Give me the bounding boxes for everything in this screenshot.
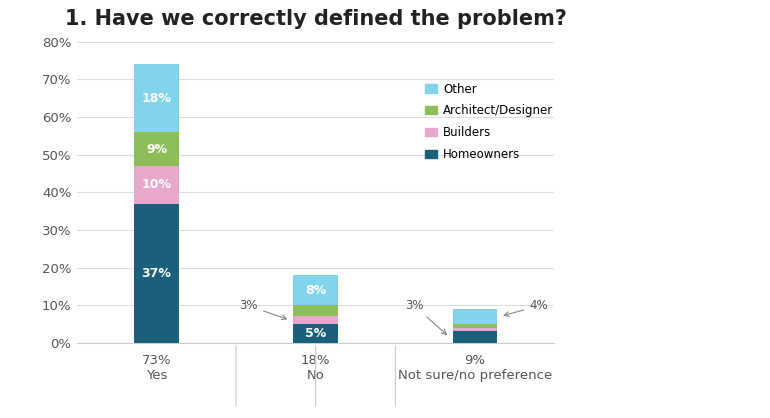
- Bar: [453, 309, 497, 324]
- Bar: [134, 64, 179, 132]
- Bar: [293, 316, 338, 324]
- Legend: Other, Architect/Designer, Builders, Homeowners: Other, Architect/Designer, Builders, Hom…: [420, 78, 558, 166]
- Bar: [453, 324, 497, 328]
- Text: 3%: 3%: [239, 299, 286, 320]
- Bar: [134, 166, 179, 204]
- Bar: [293, 275, 338, 305]
- Title: 1. Have we correctly defined the problem?: 1. Have we correctly defined the problem…: [65, 9, 567, 29]
- Bar: [293, 324, 338, 343]
- Text: 5%: 5%: [305, 327, 326, 340]
- Bar: [134, 204, 179, 343]
- Bar: [453, 331, 497, 343]
- Text: 8%: 8%: [305, 283, 326, 297]
- Bar: [134, 132, 179, 166]
- Bar: [453, 328, 497, 331]
- Text: 10%: 10%: [142, 178, 172, 191]
- Bar: [293, 305, 338, 316]
- Text: 18%: 18%: [142, 92, 172, 105]
- Text: 3%: 3%: [405, 299, 447, 334]
- Text: 37%: 37%: [142, 267, 172, 280]
- Text: 9%: 9%: [146, 143, 167, 155]
- Text: 4%: 4%: [504, 299, 547, 316]
